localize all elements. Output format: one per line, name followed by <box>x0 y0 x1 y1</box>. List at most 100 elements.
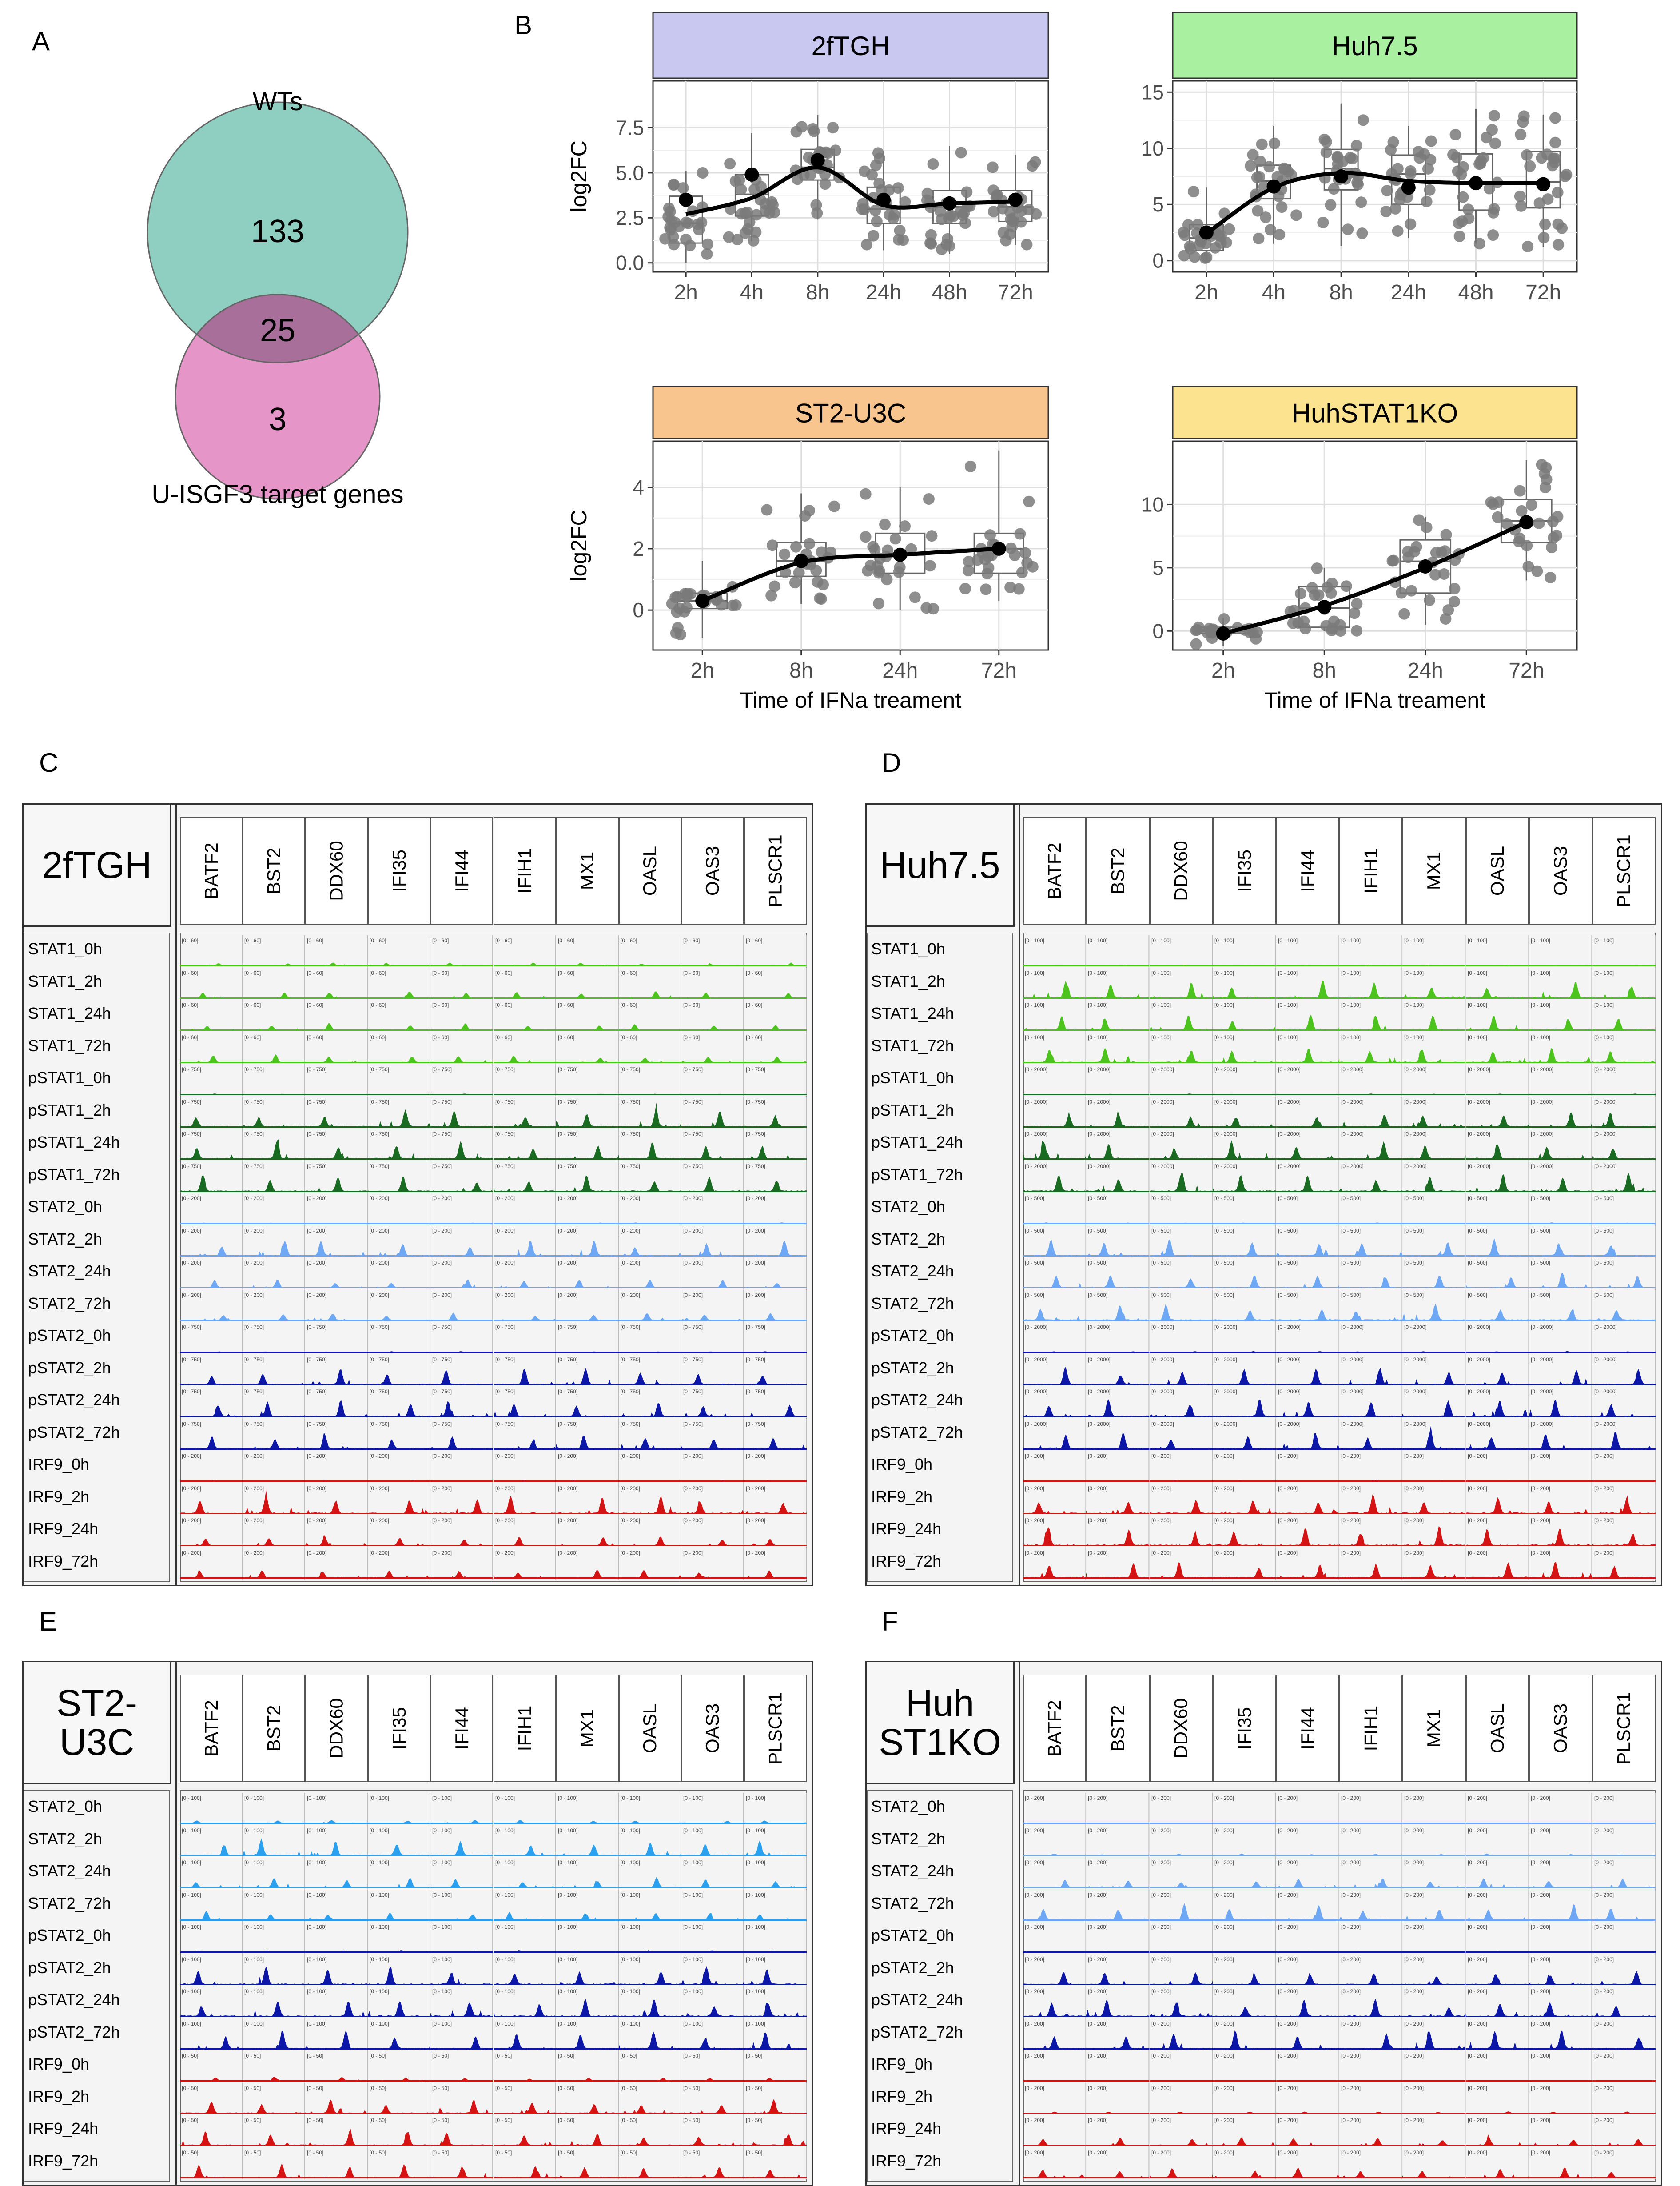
track-scale-label: [0 - 750] <box>370 1388 389 1395</box>
track-scale-label: [0 - 50] <box>432 2053 449 2059</box>
x-tick-label: 2h <box>674 281 697 304</box>
track-signal <box>493 1845 556 1855</box>
track-signal <box>744 1840 807 1855</box>
data-point <box>1455 168 1467 180</box>
track-row-label: pSTAT2_0h <box>28 1326 111 1344</box>
data-point <box>1531 565 1543 577</box>
track-signal <box>1465 2111 1529 2113</box>
track-scale-label: [0 - 2000] <box>1025 1388 1047 1395</box>
track-cell: [0 - 100] <box>1529 1000 1592 1032</box>
track-scale-label: [0 - 750] <box>307 1356 326 1363</box>
track-cell: [0 - 100] <box>556 1889 619 1922</box>
track-cell: [0 - 100] <box>744 1889 807 1922</box>
track-scale-label: [0 - 200] <box>495 1228 515 1234</box>
data-point <box>1276 201 1288 213</box>
track-signal <box>744 962 807 966</box>
data-point <box>697 590 709 602</box>
track-cell: [0 - 60] <box>368 935 431 968</box>
track-scale-label: [0 - 200] <box>1468 1956 1487 1963</box>
track-cell: [0 - 60] <box>556 1032 619 1064</box>
track-signal <box>305 1915 368 1920</box>
track-cell: [0 - 200] <box>1086 1857 1150 1890</box>
data-point <box>1313 589 1325 601</box>
track-scale-label: [0 - 200] <box>621 1195 640 1201</box>
track-signal <box>368 2001 431 2017</box>
track-signal <box>556 2078 619 2081</box>
data-point <box>1331 164 1343 176</box>
data-point <box>1385 168 1397 180</box>
track-cell: [0 - 50] <box>305 2115 368 2147</box>
data-point <box>673 221 685 233</box>
track-cell: [0 - 100] <box>1339 1000 1403 1032</box>
track-signal <box>1023 1275 1087 1288</box>
track-signal <box>430 1369 494 1384</box>
gene-label: BST2 <box>263 1705 284 1752</box>
track-scale-label: [0 - 100] <box>621 2021 640 2027</box>
track-signal <box>368 2037 431 2049</box>
track-signal <box>430 1951 494 1952</box>
track-scale-label: [0 - 500] <box>1214 1260 1234 1266</box>
track-cell: [0 - 750] <box>681 1064 744 1097</box>
track-scale-label: [0 - 200] <box>1151 1485 1171 1492</box>
row-label-column <box>24 1790 170 2182</box>
track-scale-label: [0 - 750] <box>558 1099 577 1105</box>
data-point <box>1271 171 1283 183</box>
data-point <box>991 189 1003 201</box>
track-row-label: pSTAT1_72h <box>871 1165 963 1184</box>
data-point <box>663 202 675 214</box>
track-signal <box>681 1025 744 1030</box>
track-scale-label: [0 - 200] <box>244 1228 264 1234</box>
track-cell: [0 - 750] <box>681 1418 744 1451</box>
data-point <box>976 547 988 559</box>
data-point <box>1549 156 1561 168</box>
track-scale-label: [0 - 200] <box>1278 1453 1298 1459</box>
track-cell: [0 - 200] <box>1592 1857 1656 1890</box>
track-signal <box>1402 1049 1466 1062</box>
track-scale-label: [0 - 200] <box>558 1485 577 1492</box>
track-signal <box>1592 1148 1656 1159</box>
data-point <box>813 163 825 175</box>
track-signal <box>556 2104 619 2113</box>
track-cell: [0 - 200] <box>180 1483 243 1515</box>
track-signal <box>1213 1500 1276 1513</box>
track-signal <box>556 1405 619 1417</box>
data-point <box>741 207 753 219</box>
track-signal <box>1529 1480 1592 1481</box>
x-tick-label: 8h <box>789 659 813 682</box>
track-signal <box>493 1281 556 1288</box>
y-tick-label: 0.0 <box>616 251 644 275</box>
track-cell: [0 - 60] <box>618 1000 681 1032</box>
data-point <box>1389 173 1401 185</box>
track-scale-label: [0 - 750] <box>683 1324 703 1330</box>
mean-point <box>1469 176 1483 191</box>
data-point <box>1178 250 1190 262</box>
track-signal <box>556 1537 619 1546</box>
track-cell: [0 - 100] <box>1339 1032 1403 1064</box>
track-cell: [0 - 60] <box>430 1032 494 1064</box>
track-signal <box>1149 1903 1213 1920</box>
track-cell: [0 - 2000] <box>1339 1354 1403 1386</box>
track-signal <box>430 1914 494 1920</box>
track-signal <box>1276 1014 1339 1030</box>
mean-point <box>1266 179 1281 194</box>
track-scale-label: [0 - 50] <box>621 2117 637 2123</box>
data-point <box>1488 110 1500 122</box>
y-tick-label: 0 <box>633 598 644 622</box>
data-point <box>856 203 868 215</box>
track-scale-label: [0 - 200] <box>1278 2117 1298 2123</box>
track-scale-label: [0 - 750] <box>182 1131 201 1137</box>
track-cell: [0 - 200] <box>1023 2082 1087 2115</box>
track-scale-label: [0 - 50] <box>746 2053 762 2059</box>
track-row-label: pSTAT2_72h <box>871 1423 963 1441</box>
track-scale-label: [0 - 750] <box>558 1388 577 1395</box>
gene-label: MX1 <box>1423 1709 1445 1748</box>
track-cell: [0 - 200] <box>1339 1825 1403 1857</box>
track-cell: [0 - 60] <box>744 967 807 1000</box>
track-cell: [0 - 200] <box>1086 1922 1150 1954</box>
track-scale-label: [0 - 200] <box>621 1485 640 1492</box>
track-cell: [0 - 200] <box>1529 1451 1592 1483</box>
data-point <box>1516 505 1528 517</box>
track-cell: [0 - 750] <box>430 1161 494 1193</box>
track-scale-label: [0 - 200] <box>244 1260 264 1266</box>
track-signal <box>430 1279 494 1288</box>
